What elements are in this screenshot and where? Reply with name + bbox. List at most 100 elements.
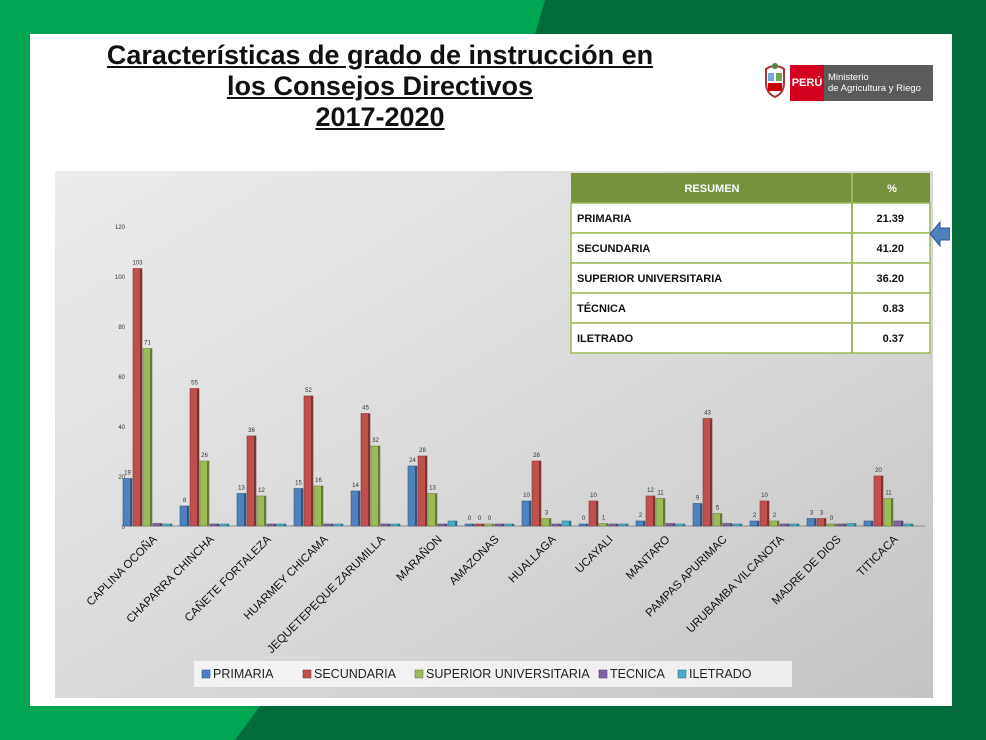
bar-side (492, 524, 494, 526)
bar-side (130, 478, 132, 526)
bar-side (824, 518, 826, 526)
table-row-value: 21.39 (876, 213, 904, 225)
bar-side (321, 486, 323, 526)
bar-side (673, 523, 675, 526)
bar-side (140, 268, 142, 526)
logo-ministry: Ministerio de Agricultura y Riego (824, 65, 933, 101)
data-label: 2 (773, 513, 777, 519)
y-tick-label: 40 (118, 425, 125, 431)
legend-swatch (414, 669, 424, 679)
chart-legend: PRIMARIA SECUNDARIA SUPERIOR UNIVERSITARIA… (194, 661, 792, 687)
bar-side (529, 501, 531, 526)
table-row-label: SECUNDARIA (577, 243, 650, 255)
bar-side (767, 501, 769, 526)
bar-side (187, 506, 189, 526)
bar-side (160, 523, 162, 526)
bar-side (626, 524, 628, 526)
bar-side (854, 523, 856, 526)
table-row-value: 41.20 (876, 243, 904, 255)
data-label: 3 (810, 511, 814, 517)
logo-ministry-line-2: de Agricultura y Riego (828, 83, 921, 94)
bar-side (398, 524, 400, 526)
bar-side (217, 524, 219, 526)
table-header-resumen: RESUMEN (684, 183, 739, 195)
coat-of-arms-icon (765, 63, 785, 99)
logo-ministry-line-1: Ministerio (828, 72, 869, 83)
data-label: 15 (295, 481, 302, 487)
data-label: 0 (488, 516, 492, 522)
y-tick-label: 120 (115, 225, 126, 231)
data-label: 10 (590, 493, 597, 499)
bar-side (606, 523, 608, 526)
table-row-value: 36.20 (876, 273, 904, 285)
data-label: 11 (657, 491, 664, 497)
bar-side (388, 524, 390, 526)
chart-container: 0 20 40 60 80 100 120 19 103 71 8 55 26 13 36 12 15 52 16… (55, 171, 933, 698)
bar-side (207, 461, 209, 526)
bar-side (730, 523, 732, 526)
data-label: 13 (238, 486, 245, 492)
bar-side (844, 524, 846, 526)
data-label: 36 (248, 428, 255, 434)
bar-side (559, 524, 561, 526)
y-tick-label: 80 (118, 325, 125, 331)
data-label: 8 (183, 498, 187, 504)
bar-side (284, 524, 286, 526)
data-label: 43 (704, 411, 711, 417)
data-label: 45 (362, 406, 369, 412)
ministry-logo: PERÚ Ministerio de Agricultura y Riego (763, 61, 933, 107)
data-label: 14 (352, 483, 359, 489)
data-label: 0 (468, 516, 472, 522)
title-line-3: 2017-2020 (315, 102, 445, 132)
bar-side (274, 524, 276, 526)
data-label: 10 (761, 493, 768, 499)
bar-side (301, 488, 303, 526)
data-label: 26 (201, 453, 208, 459)
bar-side (170, 524, 172, 526)
data-label: 28 (419, 448, 426, 454)
bar-side (710, 418, 712, 526)
legend-label: TECNICA (610, 667, 666, 681)
legend-swatch (201, 669, 211, 679)
data-label: 12 (258, 488, 265, 494)
bar-side (264, 496, 266, 526)
data-label: 2 (753, 513, 757, 519)
table-row (570, 292, 931, 324)
bar-side (596, 501, 598, 526)
table-row (570, 322, 931, 354)
data-label: 2 (639, 513, 643, 519)
legend-swatch (302, 669, 312, 679)
y-tick-label: 100 (115, 275, 126, 281)
bar-side (341, 524, 343, 526)
data-label: 0 (830, 516, 834, 522)
bar-side (901, 521, 903, 526)
bar-side (415, 466, 417, 526)
bar-side (311, 396, 313, 526)
bar-side (643, 521, 645, 526)
left-arrow-icon (930, 220, 950, 248)
data-label: 24 (409, 458, 416, 464)
y-tick-label: 0 (122, 525, 126, 531)
bar-side (512, 524, 514, 526)
bar-side (871, 521, 873, 526)
bar-side (911, 524, 913, 526)
table-header-bg-pct (854, 173, 930, 203)
bar-side (834, 524, 836, 526)
legend-box (194, 661, 792, 687)
table-row-label: ILETRADO (577, 333, 634, 345)
bar-side (814, 518, 816, 526)
data-label: 0 (478, 516, 482, 522)
table-row-label: SUPERIOR UNIVERSITARIA (577, 273, 722, 285)
data-label: 20 (875, 468, 882, 474)
bar-side (663, 498, 665, 526)
bar-side (435, 493, 437, 526)
bar-side (368, 413, 370, 526)
y-tick-label: 20 (118, 475, 125, 481)
bar-side (569, 521, 571, 526)
bar-side (227, 524, 229, 526)
legend-label: SECUNDARIA (314, 667, 397, 681)
title-line-2: los Consejos Directivos (226, 71, 534, 101)
bar-side (482, 524, 484, 526)
bar-side (653, 496, 655, 526)
legend-label: SUPERIOR UNIVERSITARIA (426, 667, 590, 681)
